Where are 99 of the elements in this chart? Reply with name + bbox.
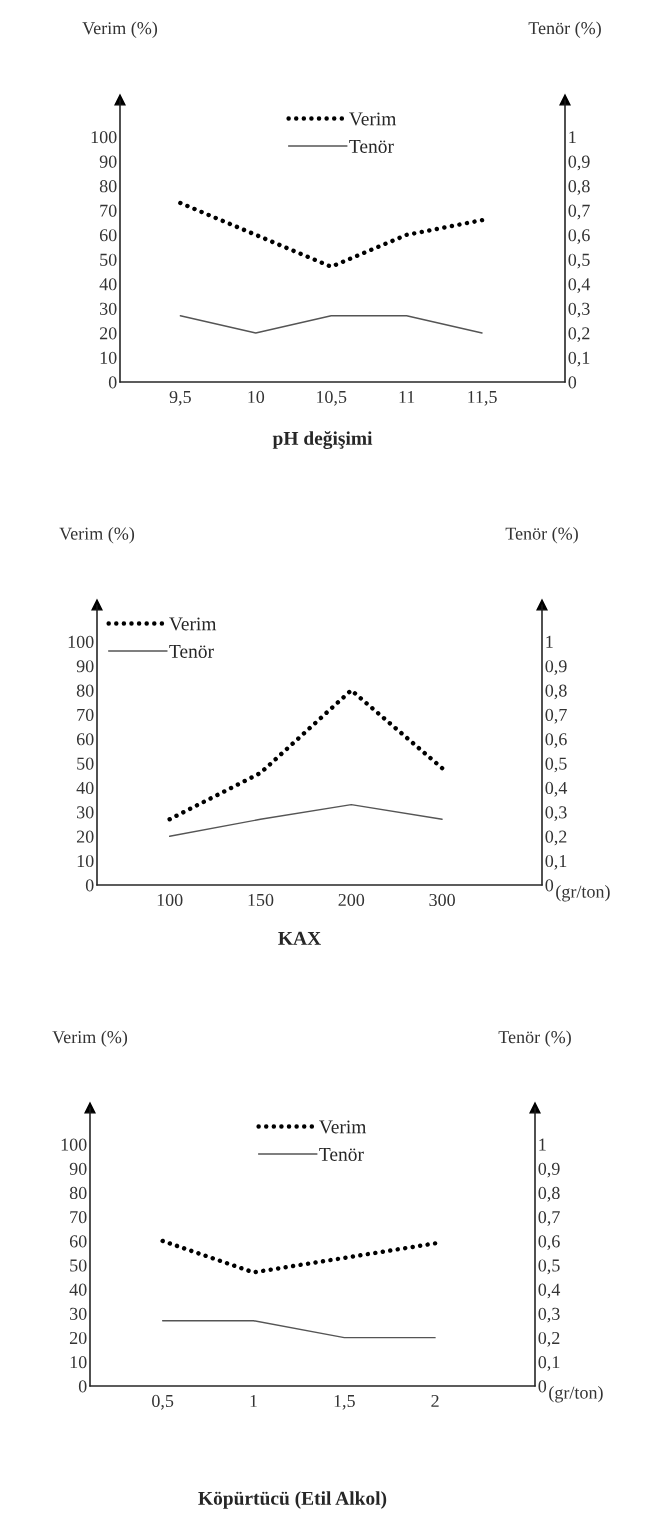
y2-tick-label: 0,4 xyxy=(545,781,568,797)
y2-tick-label: 0,9 xyxy=(538,1162,560,1178)
y-tick-label: 30 xyxy=(70,1307,87,1320)
y2-tick-label: 1 xyxy=(569,131,576,144)
y2-tick-label: 1 xyxy=(546,635,553,648)
x-tick-label: 11 xyxy=(399,390,415,403)
y-tick-label: 60 xyxy=(99,229,117,242)
y2-tick-label: 0,8 xyxy=(568,180,590,195)
x-tick-label: 9,5 xyxy=(169,390,191,406)
y-tick-label: 10 xyxy=(77,854,94,868)
y-tick-label: 50 xyxy=(100,253,117,266)
text: pH değişimi xyxy=(272,431,373,449)
y2-tick-label: 0,1 xyxy=(545,854,567,870)
y2-tick-label: 0,5 xyxy=(545,757,567,773)
y2-tick-label: 0,9 xyxy=(568,155,590,171)
y2-tick-label: 0,8 xyxy=(545,684,567,700)
y-axis-title: Verim (%) xyxy=(59,527,135,544)
y2-axis-title: Tenör (%) xyxy=(505,527,578,544)
y-tick-label: 40 xyxy=(99,278,117,291)
legend-label: Verim xyxy=(319,1120,367,1134)
x-tick-label: 1 xyxy=(250,1394,257,1407)
y-tick-label: 80 xyxy=(69,1186,87,1200)
y2-tick-label: 0,3 xyxy=(568,302,590,318)
x-tick-label: 0,5 xyxy=(152,1394,174,1410)
y2-tick-label: 1 xyxy=(539,1138,546,1151)
y-tick-label: 30 xyxy=(77,806,94,819)
y-tick-label: 80 xyxy=(76,684,94,697)
x-tick-label: 2 xyxy=(431,1394,439,1407)
y-tick-label: 30 xyxy=(100,302,117,315)
y-tick-label: 90 xyxy=(76,660,94,673)
y-tick-label: 100 xyxy=(91,131,117,144)
line-series xyxy=(167,688,445,822)
y2-tick-label: 0,7 xyxy=(568,204,590,220)
legend-label: Verim xyxy=(169,617,217,631)
y-tick-label: 10 xyxy=(70,1356,87,1369)
y-tick-label: 70 xyxy=(100,204,117,217)
y2-tick-label: 0,2 xyxy=(545,830,567,846)
y-tick-label: 60 xyxy=(76,733,94,746)
y2-tick-label: 0,2 xyxy=(568,327,590,342)
legend-label: Tenör xyxy=(349,140,394,153)
y-tick-label: 70 xyxy=(77,708,94,722)
y2-tick-label: 0,6 xyxy=(568,229,590,244)
y2-tick-label: 0,7 xyxy=(545,708,567,724)
y-axis-title: Verim (%) xyxy=(52,1030,128,1047)
x-tick-label: 300 xyxy=(429,893,455,907)
y-tick-label: 80 xyxy=(99,180,117,193)
y2-tick-label: 0,5 xyxy=(538,1259,560,1275)
y2-tick-label: 0,1 xyxy=(538,1356,560,1371)
y-tick-label: 0 xyxy=(78,1380,87,1393)
x-tick-label: 10,5 xyxy=(316,390,347,406)
y2-tick-label: 0,2 xyxy=(538,1331,560,1347)
y-tick-label: 10 xyxy=(100,351,117,364)
y2-tick-label: 0,3 xyxy=(538,1307,560,1323)
x-axis-title: (gr/ton) xyxy=(549,1386,603,1403)
x-tick-label: 1,5 xyxy=(334,1394,355,1410)
line-series xyxy=(178,200,485,269)
y2-tick-label: 0 xyxy=(545,879,554,892)
y2-tick-label: 0,6 xyxy=(545,733,567,748)
text: Köpürtücü (Etil Alkol) xyxy=(198,1491,387,1509)
x-tick-label: 100 xyxy=(157,893,183,907)
y2-tick-label: 0,6 xyxy=(538,1235,560,1250)
y-tick-label: 40 xyxy=(69,1283,87,1296)
y2-tick-label: 0 xyxy=(568,376,577,389)
x-tick-label: 10 xyxy=(248,390,265,404)
y-axis-title: Verim (%) xyxy=(82,21,158,38)
y2-tick-label: 0,9 xyxy=(545,660,567,675)
y-tick-label: 0 xyxy=(108,376,117,389)
y-tick-label: 50 xyxy=(77,757,94,770)
y2-axis-title: Tenör (%) xyxy=(498,1030,571,1047)
y-tick-label: 90 xyxy=(99,155,117,168)
y-tick-label: 20 xyxy=(99,327,117,340)
legend-label: Tenör xyxy=(169,645,214,658)
y2-tick-label: 0,7 xyxy=(538,1211,560,1226)
y2-tick-label: 0,1 xyxy=(568,351,590,367)
y-tick-label: 90 xyxy=(69,1162,87,1175)
y2-tick-label: 0 xyxy=(538,1380,547,1393)
y-tick-label: 60 xyxy=(69,1235,87,1248)
y-tick-label: 100 xyxy=(61,1138,87,1151)
text: KAX xyxy=(278,931,321,945)
line-series xyxy=(160,1238,438,1275)
y-tick-label: 20 xyxy=(76,830,94,843)
y-tick-label: 70 xyxy=(70,1211,87,1224)
x-tick-label: 150 xyxy=(248,893,274,907)
y2-tick-label: 0,4 xyxy=(538,1283,561,1299)
legend-label: Tenör xyxy=(319,1148,364,1161)
y-tick-label: 100 xyxy=(68,635,94,648)
legend-label: Verim xyxy=(349,112,397,126)
y2-tick-label: 0,8 xyxy=(538,1186,560,1202)
y-tick-label: 50 xyxy=(70,1259,87,1272)
x-tick-label: 200 xyxy=(338,893,365,907)
y-tick-label: 40 xyxy=(76,781,94,795)
x-tick-label: 11,5 xyxy=(468,390,497,406)
y2-axis-title: Tenör (%) xyxy=(528,21,601,38)
y2-tick-label: 0,3 xyxy=(545,806,567,821)
y-tick-label: 0 xyxy=(85,879,94,892)
y-tick-label: 20 xyxy=(69,1331,87,1345)
x-axis-title: (gr/ton) xyxy=(556,885,610,902)
y2-tick-label: 0,5 xyxy=(568,253,590,269)
y2-tick-label: 0,4 xyxy=(568,278,591,293)
